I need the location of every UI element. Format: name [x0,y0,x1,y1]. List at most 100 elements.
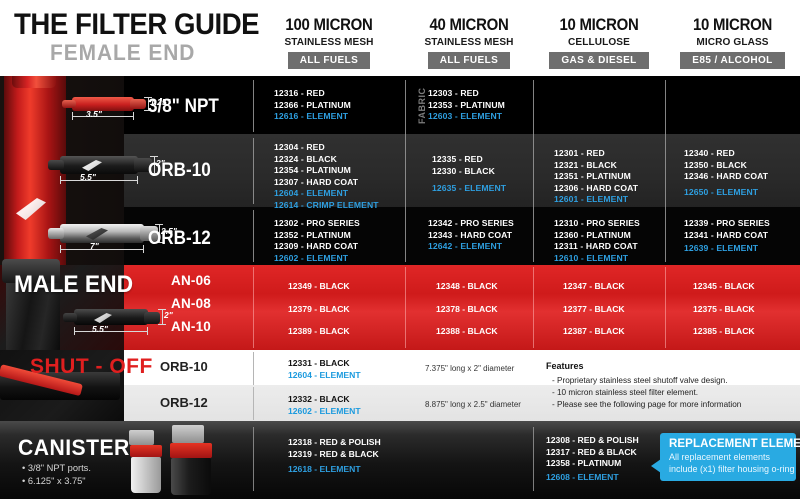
shutoff-dimensions-orb12: 8.875" long x 2.5" diameter [425,400,521,409]
red-bottle-cap-graphic [12,76,56,88]
column-micron-label: 100 MICRON [285,15,373,34]
part-number: 12385 - BLACK [693,326,755,336]
part-number: 12360 - PLATINUM [554,229,631,240]
column-divider [253,210,254,262]
column-material-label: CELLULOSE [568,35,630,48]
part-number-element: 12614 - CRIMP ELEMENT [274,199,379,210]
feature-item: - Proprietary stainless steel shutoff va… [552,376,728,385]
column-divider [253,352,254,385]
part-number-element: 12608 - ELEMENT [546,471,619,482]
part-number: 12343 - HARD COAT [428,229,513,240]
callout-line-2: include (x1) filter housing o-ring [669,463,795,474]
part-number: 12311 - HARD COAT [554,241,638,252]
male-end-product-photo [0,259,124,353]
part-number: 12341 - HARD COAT [684,229,769,240]
table-cell: 12342 - PRO SERIES 12343 - HARD COAT 126… [428,218,514,253]
row-label-npt: 3/8" NPT [148,96,219,117]
table-cell: 12302 - PRO SERIES 12352 - PLATINUM 1230… [274,218,360,264]
part-number: 12387 - BLACK [563,326,625,336]
dimension-diameter-orb10: 2" [156,158,165,168]
part-number: 12317 - RED & BLACK [546,446,637,457]
column-divider [253,267,254,348]
part-number: 12306 - HARD COAT [554,182,639,193]
table-cell: 12303 - RED 12353 - PLATINUM 12603 - ELE… [428,88,505,123]
row-band-npt [124,76,800,134]
part-number: 12379 - BLACK [288,303,350,314]
column-micron-label: 10 MICRON [692,15,773,34]
part-number: 12308 - RED & POLISH [546,435,639,445]
dimension-diameter-orb12: 2.5" [161,226,177,236]
shutoff-size-orb12: ORB-12 [160,395,208,410]
filter-art-orb10: 5.5" 2" [46,148,171,188]
column-header-10-micron-cellulose: 10 MICRON CELLULOSE GAS & DIESEL [533,16,665,69]
row-band-orb10 [124,134,800,207]
column-fuel-badge: E85 / ALCOHOL [680,51,785,69]
part-number: 12347 - BLACK [563,281,625,291]
an-fitting-hex-graphic [2,259,60,283]
canister-bullet: • 6.125" x 3.75" [22,476,86,486]
table-cell: 12316 - RED 12366 - PLATINUM 12616 - ELE… [274,88,351,123]
table-cell: 12304 - RED 12324 - BLACK 12354 - PLATIN… [274,142,379,212]
part-number-element: 12602 - ELEMENT [274,252,349,263]
part-number-element: 12635 - ELEMENT [432,183,507,194]
column-divider [665,80,666,262]
male-end-section: MALE END 5.5" 2" AN-06 AN-08 AN-10 12349… [0,259,800,359]
size-label-an06: AN-06 [171,273,212,288]
dimension-length-orb12: 7" [90,241,99,251]
column-divider [405,267,406,348]
part-number: 12350 - BLACK [684,159,747,170]
column-divider [253,427,254,491]
shutoff-size-orb10: ORB-10 [160,359,208,374]
feature-item: - Please see the following page for more… [552,400,742,409]
part-number: 12352 - PLATINUM [274,229,351,240]
filter-art-npt: 3.5" 1.25" [60,90,171,120]
male-end-title: MALE END [14,271,134,298]
features-heading: Features [546,361,584,371]
part-number-element: 12639 - ELEMENT [684,243,759,254]
part-number-element: 12601 - ELEMENT [554,194,629,205]
part-number: 12318 - RED & POLISH [288,437,381,447]
female-end-section: 3.5" 1.25" 5.5" 2" [0,76,800,265]
part-number: 12309 - HARD COAT [274,241,359,252]
canister-section: CANISTER • 3/8" NPT ports. • 6.125" x 3.… [0,421,800,499]
part-number: 12332 - BLACK [288,394,350,404]
part-number-element: 12604 - ELEMENT [288,369,361,380]
dimension-diameter-npt: 1.25" [150,97,171,107]
part-number: 12301 - RED [554,148,605,158]
dimension-length-orb10: 5.5" [80,172,96,182]
page-header: THE FILTER GUIDE FEMALE END 100 MICRON S… [0,0,800,76]
part-number-element: 12650 - ELEMENT [684,186,759,197]
part-number: 12324 - BLACK [274,153,337,164]
size-label-an08: AN-08 [171,296,212,311]
table-cell: 12308 - RED & POLISH 12317 - RED & BLACK… [546,435,639,483]
shutoff-row-orb12 [0,385,800,421]
part-number: 12303 - RED [428,88,479,98]
part-number: 12346 - HARD COAT [684,171,769,182]
part-number: 12307 - HARD COAT [274,176,359,187]
column-divider [665,267,666,348]
part-number-element: 12610 - ELEMENT [554,252,629,263]
row-label-orb10: ORB-10 [148,160,211,181]
shutoff-product-photo [0,350,124,421]
column-header-40-micron: 40 MICRON STAINLESS MESH ALL FUELS [405,16,533,69]
column-material-label: STAINLESS MESH [284,35,374,48]
canister-title: CANISTER [18,435,130,460]
table-cell: 12340 - RED 12350 - BLACK 12346 - HARD C… [684,148,768,198]
size-label-an10: AN-10 [171,319,212,334]
part-number: 12377 - BLACK [563,303,625,314]
table-cell: 12335 - RED 12330 - BLACK 12635 - ELEMEN… [432,154,506,195]
part-number: 12388 - BLACK [436,326,498,336]
feature-item: - 10 micron stainless steel filter eleme… [552,388,699,397]
part-number: 12342 - PRO SERIES [428,218,514,228]
callout-line-1: All replacement elements [669,452,771,462]
table-cell: 12301 - RED 12321 - BLACK 12351 - PLATIN… [554,148,638,206]
part-number: 12378 - BLACK [436,303,498,314]
column-header-100-micron: 100 MICRON STAINLESS MESH ALL FUELS [253,16,405,69]
filter-art-orb12: 7" 2.5" [46,216,177,258]
part-number: 12339 - PRO SERIES [684,218,770,228]
part-number: 12335 - RED [432,154,483,164]
shutoff-row-orb10 [0,350,800,385]
dimension-diameter-male: 2" [164,310,173,320]
part-number: 12302 - PRO SERIES [274,218,360,228]
column-divider [253,138,254,204]
